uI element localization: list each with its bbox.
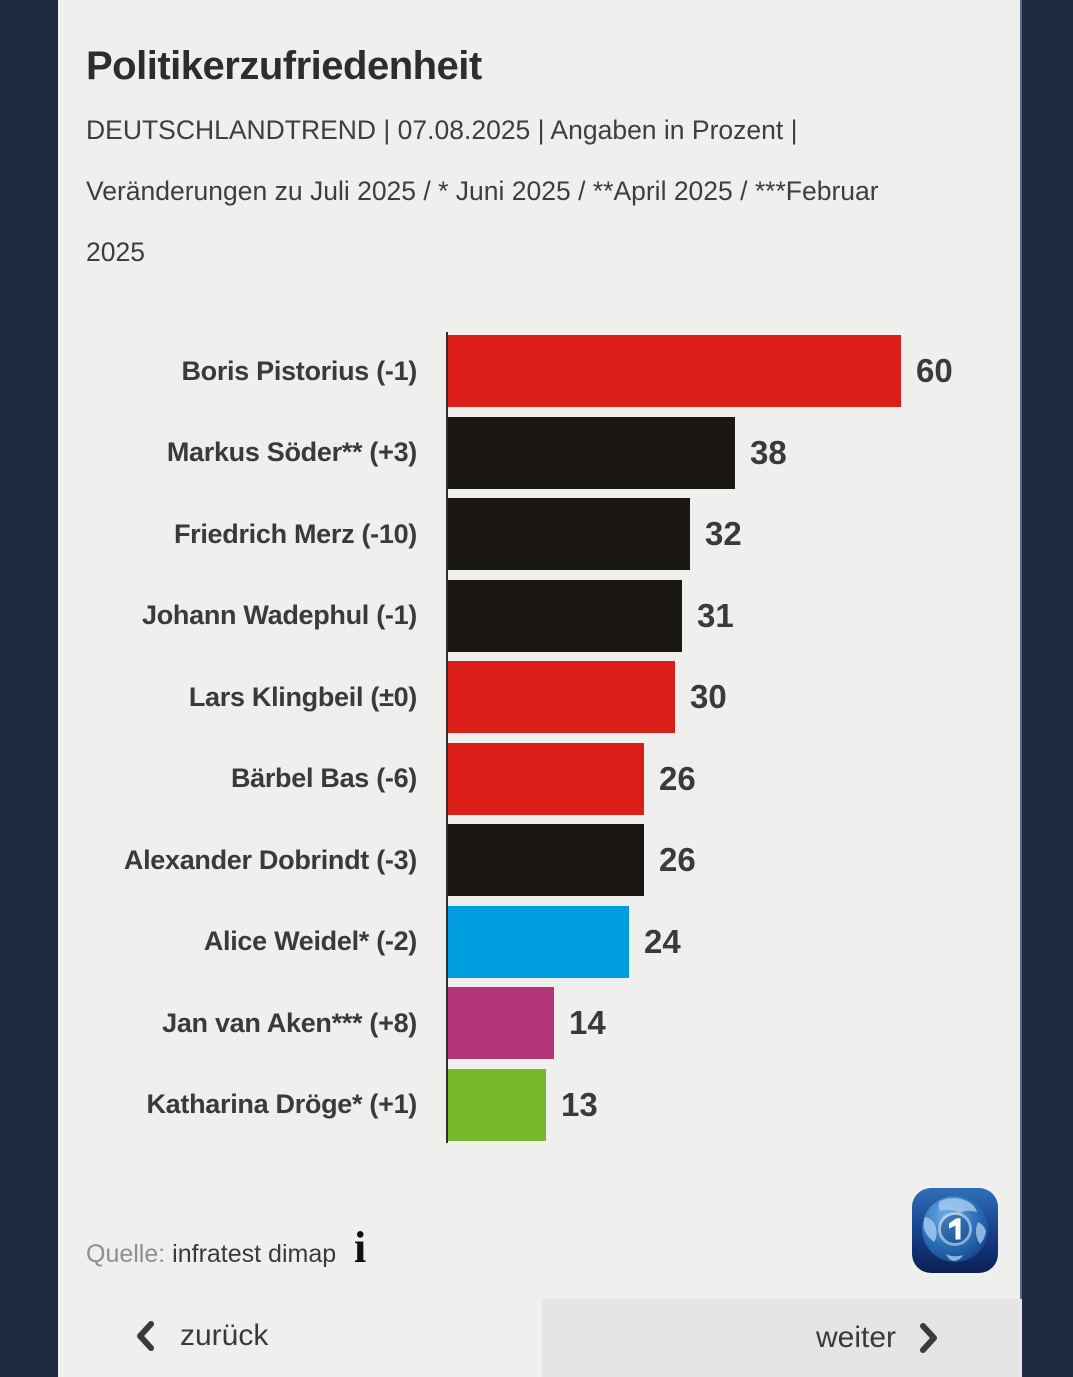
bar-value: 32 [705,515,742,552]
bar-label: Alice Weidel* (-2) [203,926,417,956]
chevron-left-icon [137,1321,154,1351]
bar [448,905,629,978]
bar-label: Markus Söder** (+3) [166,437,417,467]
bar [448,416,735,489]
bar-value: 31 [697,596,734,634]
bar-label: Bärbel Bas (-6) [230,763,417,793]
bar-value: 24 [644,922,681,960]
bar [448,498,690,570]
bar [448,742,644,815]
bar-label: Katharina Dröge* (+1) [146,1089,417,1119]
page-title: Politikerzufriedenheit [86,44,482,88]
next-button-label: weiter [815,1321,896,1354]
chart-row: Johann Wadephul (-1) 31 [58,579,1022,652]
chart-row: Markus Söder** (+3) 38 [58,416,1022,489]
bar-value: 30 [690,678,727,715]
bar [448,987,554,1059]
next-button[interactable]: weiter [542,1299,1022,1377]
chart-axis [446,332,448,1143]
bar-label: Johann Wadephul (-1) [142,600,417,630]
back-button[interactable]: zurück [134,1316,268,1356]
source-label: Quelle: [86,1240,166,1268]
info-icon[interactable]: i [354,1223,367,1272]
source-line: Quelle: infratest dimap [86,1240,336,1269]
ard-logo-icon [912,1188,998,1273]
chart-row: Friedrich Merz (-10) 32 [58,498,1022,570]
bar [448,661,675,733]
bar [448,579,682,652]
bar-value: 26 [659,841,696,878]
bar [448,335,901,407]
subtitle-line-1: DEUTSCHLANDTREND | 07.08.2025 | Angaben … [86,115,798,145]
chart-row: Bärbel Bas (-6) 26 [58,742,1022,815]
bar-value: 60 [916,352,953,389]
bar-label: Jan van Aken*** (+8) [162,1007,417,1038]
bar [448,1068,546,1141]
chart-subtitle: DEUTSCHLANDTREND | 07.08.2025 | Angaben … [86,100,996,283]
bar-value: 26 [659,759,696,797]
bar-value: 38 [750,433,787,471]
subtitle-line-3: 2025 [86,237,145,267]
source-name: infratest dimap [172,1240,337,1268]
chart-row: Alice Weidel* (-2) 24 [58,905,1022,978]
bar-label: Boris Pistorius (-1) [181,355,417,386]
chevron-right-icon [920,1323,937,1353]
bar-chart: Boris Pistorius (-1) 60 Markus Söder** (… [58,332,1022,1150]
bar-value: 14 [569,1004,606,1041]
chart-row: Lars Klingbeil (±0) 30 [58,661,1022,733]
bar-label: Friedrich Merz (-10) [173,518,417,549]
bar-label: Alexander Dobrindt (-3) [123,844,417,875]
chart-row: Jan van Aken*** (+8) 14 [58,987,1022,1059]
bar-label: Lars Klingbeil (±0) [188,681,417,712]
bar-value: 13 [561,1085,598,1123]
chart-row: Alexander Dobrindt (-3) 26 [58,824,1022,896]
subtitle-line-2: Veränderungen zu Juli 2025 / * Juni 2025… [86,176,879,206]
chart-row: Katharina Dröge* (+1) 13 [58,1068,1022,1141]
back-button-label: zurück [180,1319,269,1352]
chart-row: Boris Pistorius (-1) 60 [58,335,1022,407]
content-panel: Politikerzufriedenheit DEUTSCHLANDTREND … [58,0,1022,1377]
bar [448,824,644,896]
